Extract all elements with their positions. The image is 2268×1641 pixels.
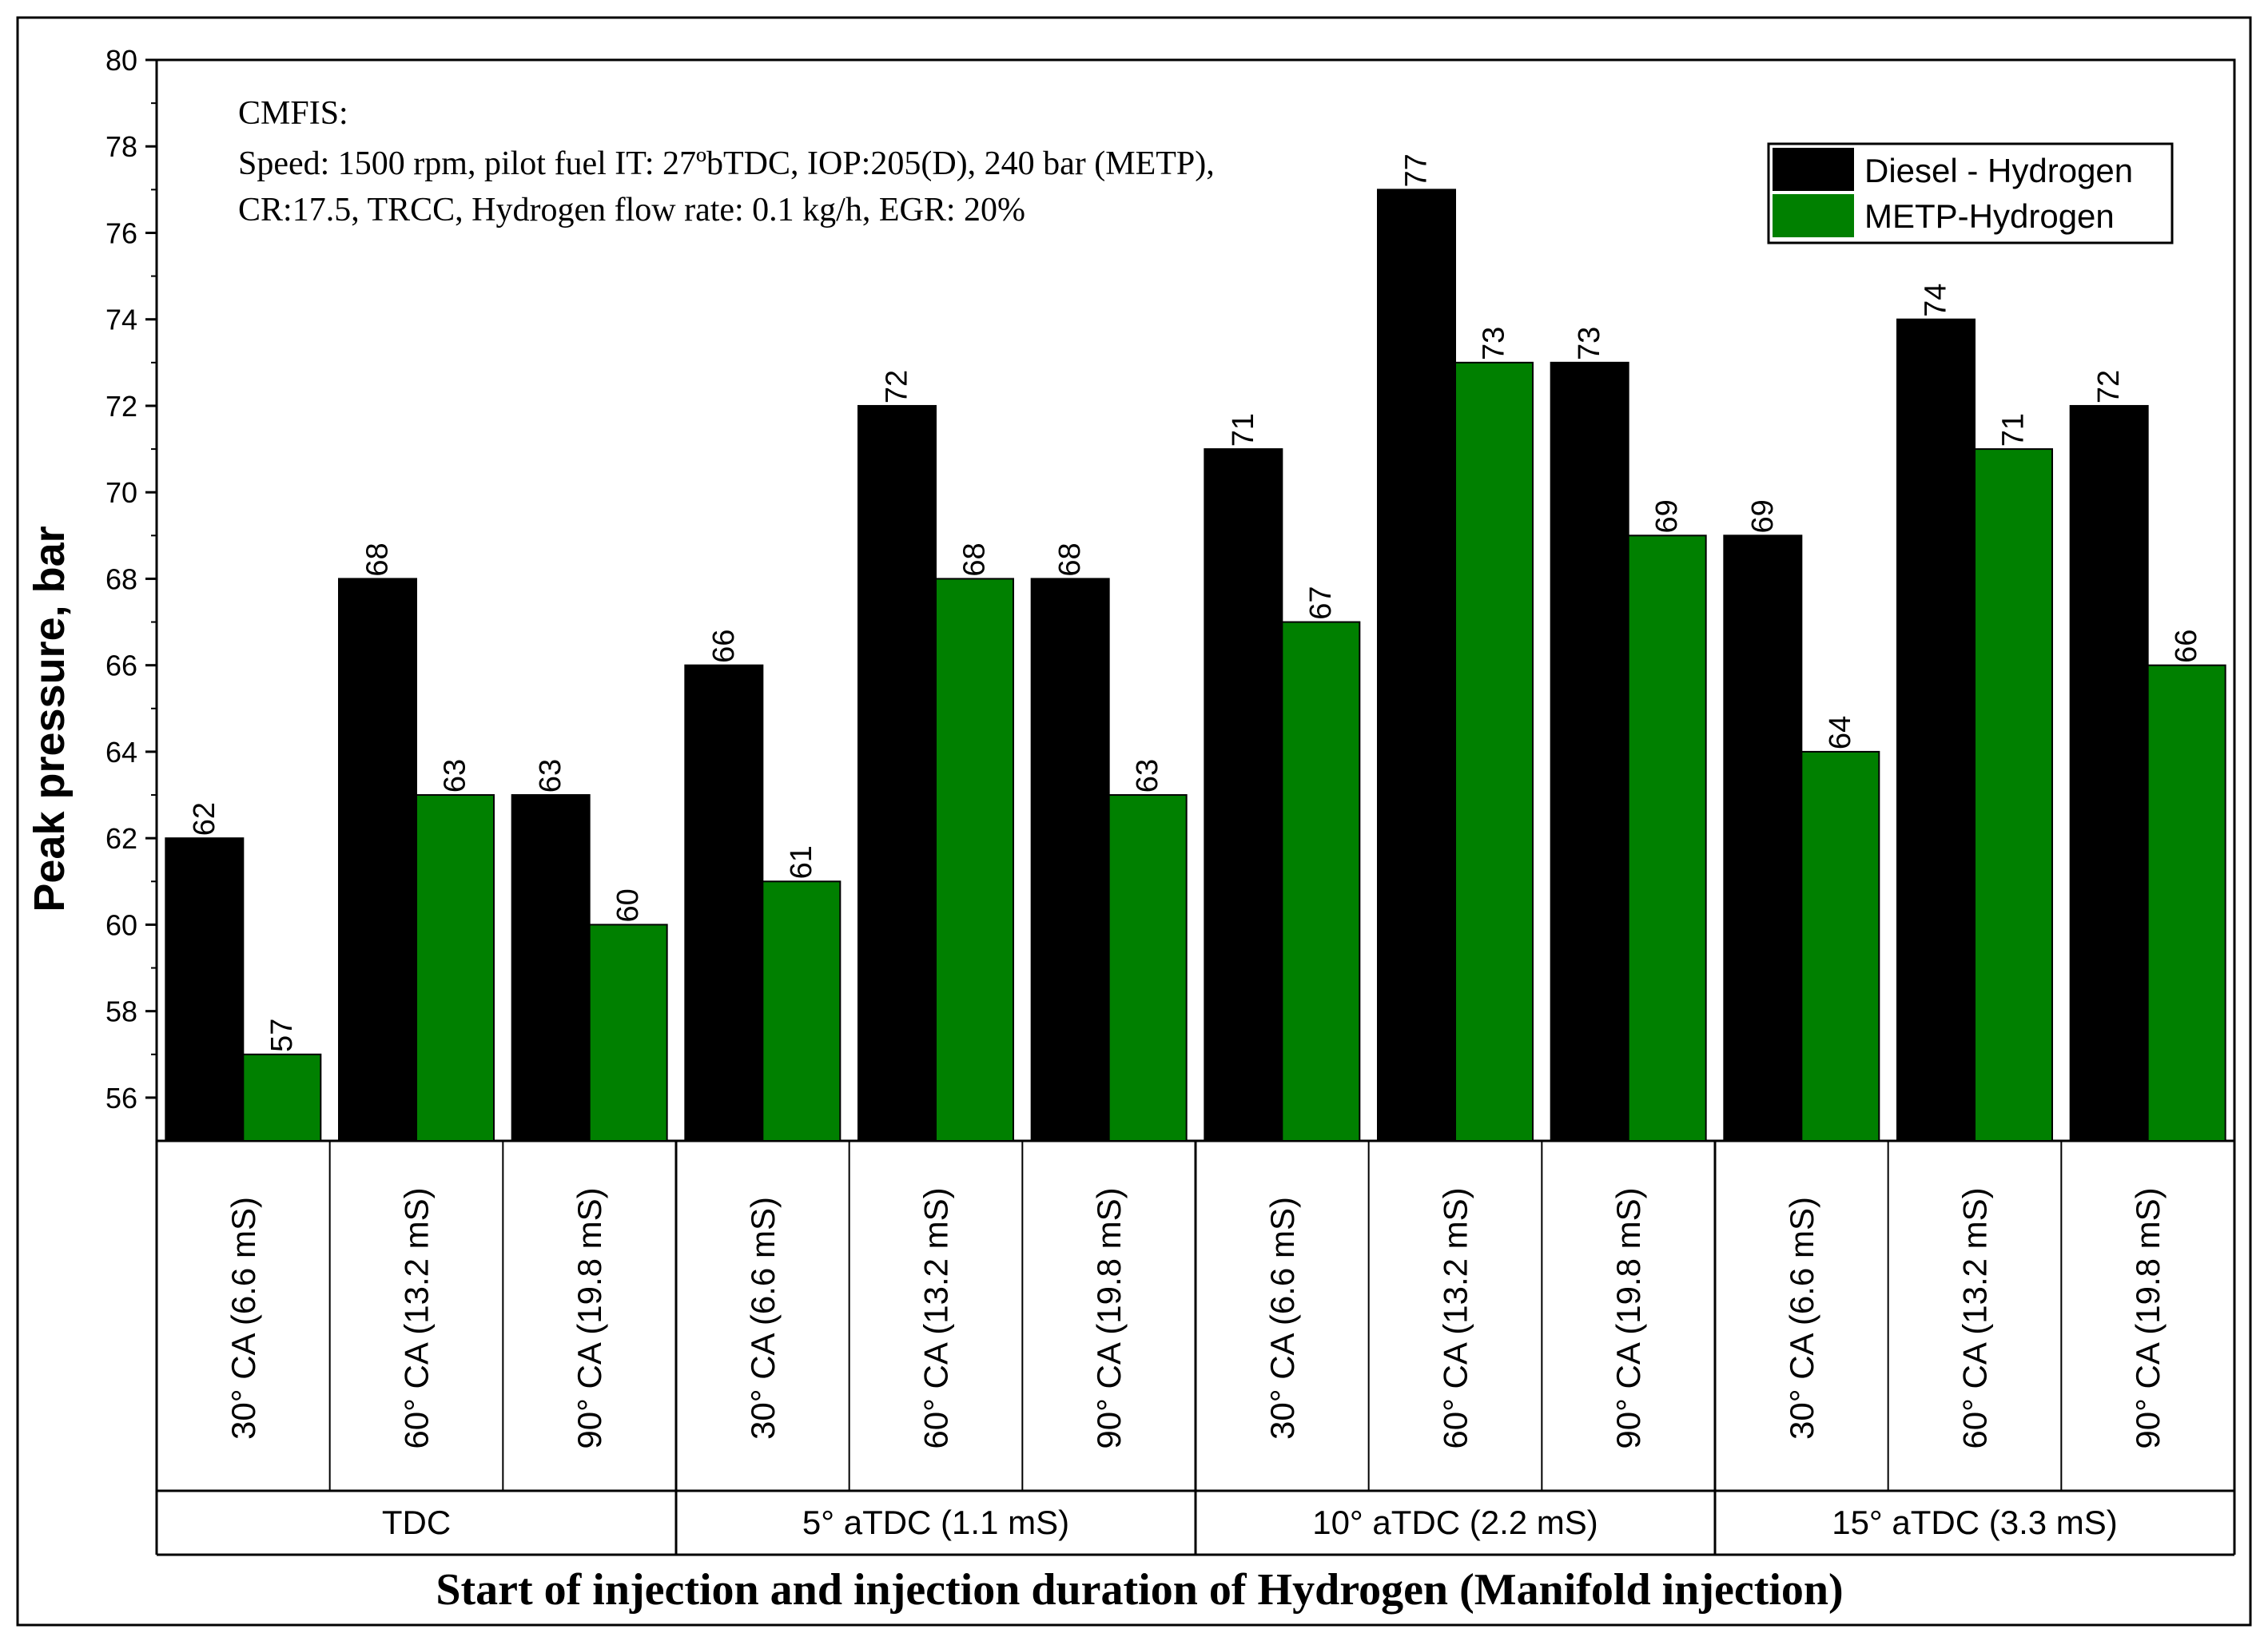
y-tick-label: 60 [105,908,137,941]
bar-value-label: 71 [1997,413,2031,447]
bar-value-label: 61 [785,845,818,879]
bar-diesel [857,404,937,1142]
x-axis-title: Start of injection and injection duratio… [436,1565,1843,1615]
group-label: TDC [382,1504,451,1541]
bar-value-label: 63 [534,759,567,793]
bar-value-label: 77 [1400,153,1434,187]
category-label: 60° CA (13.2 mS) [398,1187,436,1448]
bar-value-label: 66 [2170,630,2203,663]
bar-value-label: 64 [1824,716,1857,749]
bar-value-label: 57 [265,1019,299,1052]
y-tick-label: 76 [105,217,137,249]
bar-diesel [165,837,245,1142]
group-labels: TDC 5° aTDC (1.1 mS) 10° aTDC (2.2 mS) 15° … [382,1504,2118,1541]
bar-diesel [2069,404,2149,1142]
bar-metp [935,578,1014,1142]
bars [165,189,2226,1142]
bar-value-label: 68 [1053,542,1087,576]
y-tick-label: 68 [105,562,137,595]
y-tick-label: 74 [105,304,137,336]
bar-diesel [1377,189,1456,1142]
group-label: 15° aTDC (3.3 mS) [1832,1504,2118,1541]
y-tick-label: 66 [105,650,137,682]
category-label: 90° CA (19.8 mS) [571,1187,608,1448]
bar-metp [1974,448,2053,1142]
bar-diesel [684,664,764,1142]
legend-label-diesel: Diesel - Hydrogen [1864,152,2133,189]
bar-value-label: 74 [1920,284,1953,317]
bar-value-label: 73 [1478,327,1511,360]
bar-metp [242,1053,322,1142]
bar-metp [1108,794,1188,1142]
legend-label-metp: METP-Hydrogen [1864,197,2115,235]
y-tick-label: 56 [105,1082,137,1115]
category-label: 90° CA (19.8 mS) [2129,1187,2167,1448]
bar-metp [2147,664,2226,1142]
bar-value-label: 67 [1304,586,1338,619]
category-label: 30° CA (6.6 mS) [225,1197,262,1440]
group-label: 10° aTDC (2.2 mS) [1312,1504,1598,1541]
category-label: 30° CA (6.6 mS) [1783,1197,1820,1440]
bar-diesel [1204,448,1283,1142]
category-label: 60° CA (13.2 mS) [1437,1187,1474,1448]
bar-diesel [1030,578,1110,1142]
bar-metp [416,794,495,1142]
bar-value-label: 72 [2092,370,2126,403]
y-axis: 56 58 60 62 64 66 68 70 72 74 76 78 80 [105,44,157,1115]
bar-metp [1454,361,1534,1142]
legend-swatch-diesel [1773,148,1854,191]
category-label: 30° CA (6.6 mS) [744,1197,782,1440]
bar-metp [588,924,668,1142]
figure-border [16,16,2252,1627]
bar-diesel [1550,361,1629,1142]
bar-diesel [1896,318,1976,1142]
legend-swatch-metp [1773,194,1854,237]
bar-metp [762,880,842,1142]
bar-metp [1627,534,1707,1142]
y-tick-label: 70 [105,476,137,509]
bar-diesel [338,578,417,1142]
legend: Diesel - Hydrogen METP-Hydrogen [1767,142,2174,244]
y-tick-label: 72 [105,390,137,423]
bar-value-label: 71 [1227,413,1260,447]
annotation-line-3: CR:17.5, TRCC, Hydrogen flow rate: 0.1 k… [238,192,1025,228]
bar-diesel [511,794,591,1142]
category-label: 60° CA (13.2 mS) [917,1187,955,1448]
bar-value-label: 72 [881,370,914,403]
bar-metp [1281,621,1361,1142]
category-labels: 30° CA (6.6 mS) 60° CA (13.2 mS) 90° CA (1… [225,1187,2167,1448]
category-label: 90° CA (19.8 mS) [1609,1187,1647,1448]
y-tick-label: 64 [105,736,137,769]
y-tick-label: 58 [105,995,137,1028]
bar-value-label: 69 [1650,499,1684,533]
bar-value-label: 63 [439,759,472,793]
bar-value-label: 62 [188,802,221,836]
group-label: 5° aTDC (1.1 mS) [802,1504,1069,1541]
annotation-line-1: CMFIS: [238,95,348,132]
bar-value-label: 60 [611,888,645,922]
y-tick-label: 80 [105,44,137,77]
bar-metp [1800,750,1880,1142]
y-axis-title: Peak pressure, bar [26,526,74,912]
bar-value-label: 73 [1573,327,1606,360]
y-tick-label: 78 [105,130,137,163]
bar-diesel [1723,534,1803,1142]
y-tick-label: 62 [105,822,137,855]
category-table [155,1141,2236,1556]
category-label: 90° CA (19.8 mS) [1090,1187,1128,1448]
bar-value-label: 68 [958,542,992,576]
bar-value-label: 66 [707,630,741,663]
bar-value-label: 68 [361,542,395,576]
category-label: 60° CA (13.2 mS) [1956,1187,1994,1448]
annotation-line-2: Speed: 1500 rpm, pilot fuel IT: 27ºbTDC,… [238,145,1215,182]
bar-labels: 62 57 68 63 63 60 66 61 72 68 68 63 71 67 77 73 73 69 69 64… [188,153,2203,1052]
bar-value-label: 63 [1131,759,1164,793]
category-label: 30° CA (6.6 mS) [1263,1197,1301,1440]
bar-value-label: 69 [1746,499,1780,533]
